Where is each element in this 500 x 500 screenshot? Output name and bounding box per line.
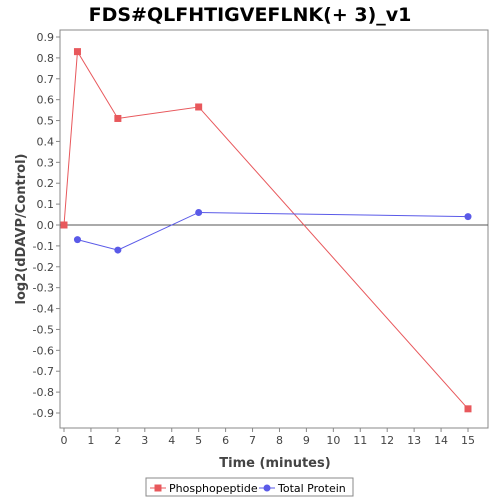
y-tick-label: 0.1 [37,198,55,211]
y-tick-label: 0.7 [37,73,55,86]
legend-box [145,477,354,497]
legend-item-total-protein: Total Protein [259,482,346,495]
y-tick-label: 0.0 [37,219,55,232]
legend-label-total-protein: Total Protein [277,482,346,495]
series-layer [60,48,472,413]
x-tick-label: 7 [249,434,256,447]
data-point-total-protein [114,246,122,254]
x-tick-label: 10 [326,434,340,447]
x-tick-label: 11 [353,434,367,447]
x-axis: 0 1 2 3 4 5 6 7 8 9 10 11 12 13 14 15 [61,428,475,447]
y-tick-label: -0.6 [33,344,54,357]
data-point-phosphopeptide [114,114,122,122]
data-point-phosphopeptide [60,221,68,229]
series-phosphopeptide [60,48,472,413]
y-tick-label: -0.5 [33,323,54,336]
data-point-total-protein [195,208,203,216]
x-tick-label: 8 [276,434,283,447]
y-tick-label: -0.4 [33,303,54,316]
y-tick-label: 0.6 [37,94,55,107]
legend-label-phosphopeptide: Phosphopeptide [169,482,258,495]
y-tick-label: -0.9 [33,407,54,420]
y-tick-label: 0.9 [37,31,55,44]
y-tick-label: -0.3 [33,282,54,295]
x-tick-label: 3 [141,434,148,447]
y-axis: 0.9 0.8 0.7 0.6 0.5 0.4 0.3 0.2 0.1 0.0 -0.1 -0.2 -0… [33,31,60,420]
x-tick-label: 9 [303,434,310,447]
data-point-phosphopeptide [195,103,203,111]
y-tick-label: 0.8 [37,52,55,65]
x-axis-label: Time (minutes) [219,456,330,471]
y-tick-label: -0.8 [33,386,54,399]
y-tick-label: -0.2 [33,261,54,274]
y-axis-label: log2(dDAVP/Control) [14,154,29,305]
x-tick-label: 0 [61,434,68,447]
series-line-total-protein [77,211,469,251]
legend-item-phosphopeptide: Phosphopeptide [150,482,258,495]
y-tick-label: -0.7 [33,365,54,378]
plot-area [59,29,489,429]
x-tick-label: 6 [222,434,229,447]
legend: Phosphopeptide Total Protein [150,482,346,495]
x-tick-label: 5 [195,434,202,447]
y-tick-label: 0.2 [37,177,55,190]
y-tick-label: -0.1 [33,240,54,253]
data-point-phosphopeptide [73,48,81,56]
data-point-total-protein [73,236,81,244]
y-tick-label: 0.3 [37,156,55,169]
x-tick-label: 12 [380,434,394,447]
x-tick-label: 1 [87,434,94,447]
legend-marker-total-protein [263,484,271,492]
x-tick-label: 4 [168,434,175,447]
data-point-phosphopeptide [464,405,472,413]
y-tick-label: 0.5 [37,115,55,128]
x-tick-label: 13 [407,434,421,447]
x-tick-label: 2 [114,434,121,447]
y-tick-label: 0.4 [37,135,55,148]
chart-title: FDS#QLFHTIGVEFLNK(+ 3)_v1 [89,4,412,26]
series-total-protein [73,208,472,254]
x-tick-label: 15 [461,434,475,447]
x-tick-label: 14 [434,434,448,447]
legend-marker-phosphopeptide [154,484,162,492]
data-point-total-protein [464,213,472,221]
